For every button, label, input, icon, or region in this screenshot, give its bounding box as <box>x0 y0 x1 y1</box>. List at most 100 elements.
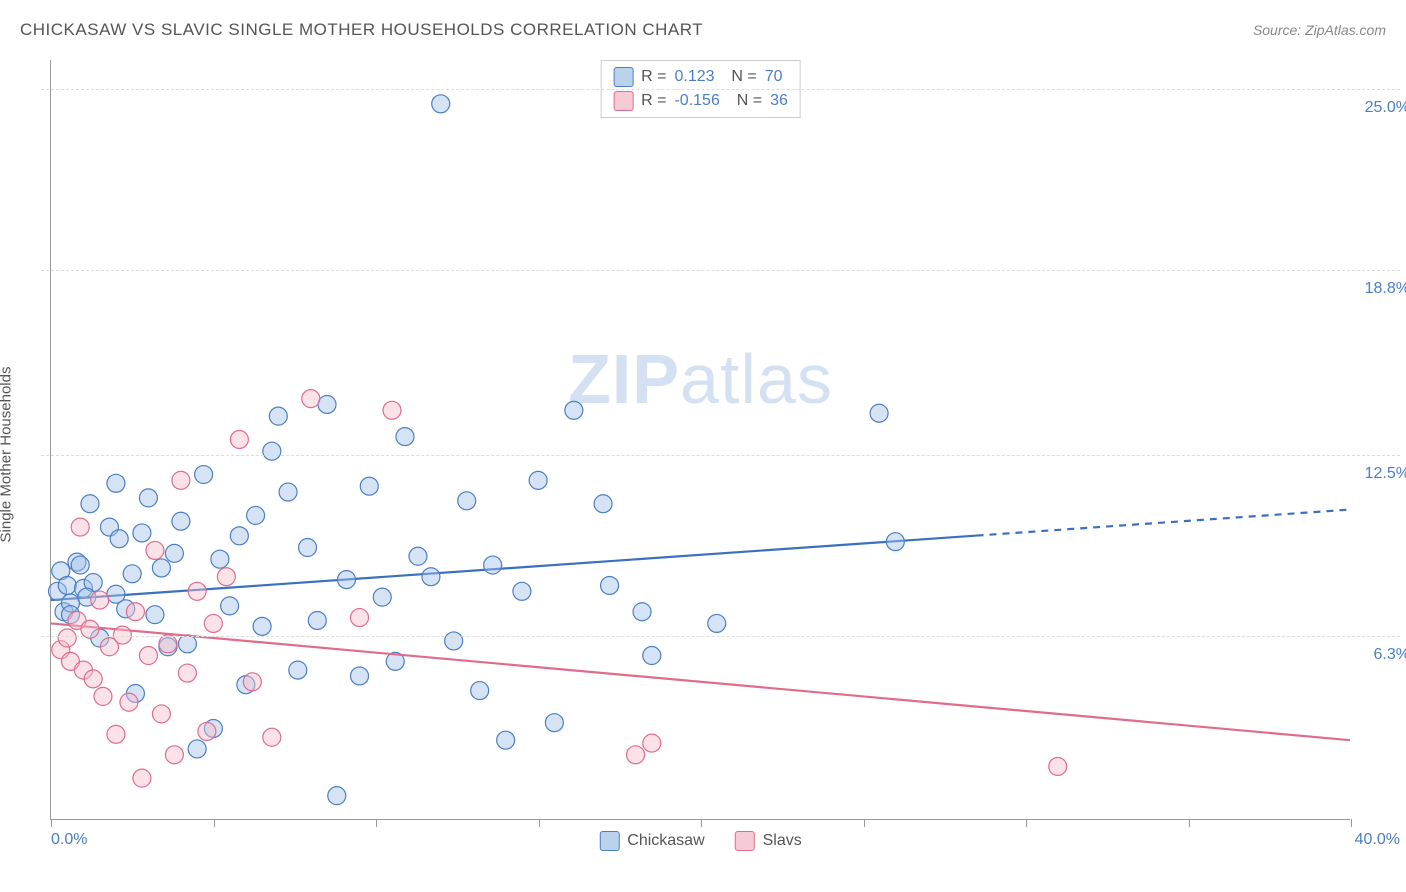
data-point <box>299 539 317 557</box>
legend-r-chickasaw: 0.123 <box>674 68 714 86</box>
data-point <box>484 556 502 574</box>
data-point <box>471 682 489 700</box>
data-point <box>159 635 177 653</box>
data-point <box>211 550 229 568</box>
y-axis-label: Single Mother Households <box>0 367 15 543</box>
legend-label-chickasaw: Chickasaw <box>627 832 704 850</box>
data-point <box>172 471 190 489</box>
data-point <box>195 466 213 484</box>
x-tick <box>1026 819 1027 827</box>
data-point <box>1049 757 1067 775</box>
data-point <box>146 541 164 559</box>
data-point <box>165 746 183 764</box>
legend-n-label: N = <box>728 92 762 110</box>
legend-row-slavs: R = -0.156 N = 36 <box>613 89 788 113</box>
data-point <box>545 714 563 732</box>
legend-n-label: N = <box>723 68 757 86</box>
data-point <box>139 489 157 507</box>
data-point <box>165 544 183 562</box>
data-point <box>263 728 281 746</box>
y-tick-label: 25.0% <box>1365 99 1406 117</box>
swatch-blue-icon <box>613 67 633 87</box>
x-tick <box>701 819 702 827</box>
data-point <box>107 585 125 603</box>
legend-n-chickasaw: 70 <box>765 68 783 86</box>
data-point <box>263 442 281 460</box>
data-point <box>188 740 206 758</box>
data-point <box>133 524 151 542</box>
data-point <box>565 401 583 419</box>
data-point <box>178 635 196 653</box>
data-point <box>152 559 170 577</box>
data-point <box>633 603 651 621</box>
legend-r-label: R = <box>641 68 666 86</box>
data-point <box>91 591 109 609</box>
data-point <box>253 617 271 635</box>
data-point <box>886 533 904 551</box>
data-point <box>338 571 356 589</box>
data-point <box>627 746 645 764</box>
data-point <box>81 495 99 513</box>
y-tick-label: 12.5% <box>1365 465 1406 483</box>
source-attribution: Source: ZipAtlas.com <box>1253 22 1386 38</box>
chart-title: CHICKASAW VS SLAVIC SINGLE MOTHER HOUSEH… <box>20 20 703 40</box>
x-tick <box>1189 819 1190 827</box>
data-point <box>172 512 190 530</box>
swatch-blue-icon <box>599 831 619 851</box>
y-tick-label: 18.8% <box>1365 280 1406 298</box>
x-tick <box>1351 819 1352 827</box>
legend-n-slavs: 36 <box>770 92 788 110</box>
data-point <box>247 506 265 524</box>
chart-header: CHICKASAW VS SLAVIC SINGLE MOTHER HOUSEH… <box>20 20 1386 40</box>
y-tick-label: 6.3% <box>1374 646 1406 664</box>
x-tick <box>539 819 540 827</box>
data-point <box>120 693 138 711</box>
data-point <box>529 471 547 489</box>
data-point <box>513 582 531 600</box>
data-point <box>217 568 235 586</box>
data-point <box>396 428 414 446</box>
swatch-pink-icon <box>735 831 755 851</box>
legend-item-chickasaw: Chickasaw <box>599 831 704 851</box>
data-point <box>497 731 515 749</box>
data-point <box>188 582 206 600</box>
x-tick <box>376 819 377 827</box>
data-point <box>107 474 125 492</box>
data-point <box>146 606 164 624</box>
data-point <box>58 629 76 647</box>
data-point <box>708 614 726 632</box>
plot-svg <box>51 60 1350 819</box>
data-point <box>594 495 612 513</box>
data-point <box>178 664 196 682</box>
data-point <box>328 787 346 805</box>
data-point <box>351 609 369 627</box>
x-max-label: 40.0% <box>1355 831 1400 849</box>
data-point <box>308 612 326 630</box>
data-point <box>204 614 222 632</box>
data-point <box>152 705 170 723</box>
data-point <box>94 687 112 705</box>
plot-area: ZIPatlas R = 0.123 N = 70 R = -0.156 N =… <box>50 60 1350 820</box>
data-point <box>458 492 476 510</box>
data-point <box>383 401 401 419</box>
data-point <box>289 661 307 679</box>
data-point <box>643 734 661 752</box>
data-point <box>870 404 888 422</box>
x-tick <box>51 819 52 827</box>
data-point <box>139 647 157 665</box>
data-point <box>58 576 76 594</box>
data-point <box>84 670 102 688</box>
data-point <box>643 647 661 665</box>
data-point <box>409 547 427 565</box>
legend-r-slavs: -0.156 <box>674 92 719 110</box>
data-point <box>221 597 239 615</box>
data-point <box>269 407 287 425</box>
data-point <box>71 518 89 536</box>
data-point <box>432 95 450 113</box>
gridline <box>41 636 1400 637</box>
data-point <box>373 588 391 606</box>
gridline <box>41 455 1400 456</box>
regression-line-extrapolated <box>977 510 1350 536</box>
legend-row-chickasaw: R = 0.123 N = 70 <box>613 65 788 89</box>
data-point <box>107 725 125 743</box>
